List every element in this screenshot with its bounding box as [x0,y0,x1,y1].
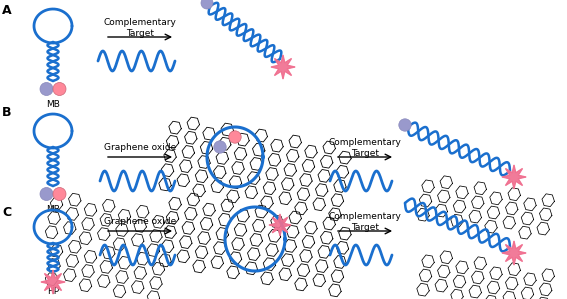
Polygon shape [41,270,65,294]
Text: Graphene oxide: Graphene oxide [104,144,176,152]
Circle shape [53,83,66,95]
Polygon shape [502,241,526,265]
Circle shape [40,83,53,95]
Text: Complementary
Target: Complementary Target [104,18,176,38]
Polygon shape [269,214,291,236]
Text: MB: MB [46,100,60,109]
Circle shape [229,131,241,143]
Polygon shape [502,165,526,189]
Text: Graphene oxide: Graphene oxide [104,217,176,227]
Circle shape [214,141,226,153]
Circle shape [40,187,53,201]
Polygon shape [271,55,295,79]
Text: C: C [2,206,11,219]
Circle shape [399,119,411,131]
Text: B: B [2,106,11,119]
Text: Complementary
Target: Complementary Target [328,138,401,158]
Circle shape [201,0,213,9]
Text: A: A [2,4,12,17]
Circle shape [53,187,66,201]
Text: Complementary
Target: Complementary Target [328,212,401,232]
Text: MB: MB [46,205,60,214]
Text: HP: HP [47,287,59,296]
